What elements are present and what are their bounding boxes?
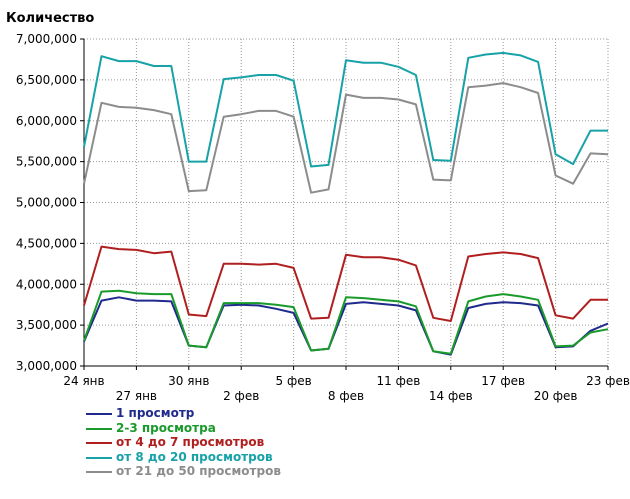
x-tick-label: 30 янв xyxy=(168,374,209,388)
x-tick-label: 27 янв xyxy=(116,389,157,403)
x-tick-label: 17 фев xyxy=(481,374,525,388)
legend-label: 2-3 просмотра xyxy=(116,420,216,435)
legend-swatch xyxy=(86,456,112,459)
series-line xyxy=(83,245,608,322)
legend-label: 1 просмотр xyxy=(116,406,195,420)
x-tick-label: 14 фев xyxy=(429,389,473,403)
y-axis-title: Количество xyxy=(6,11,94,26)
legend-item: от 4 до 7 просмотров xyxy=(86,435,486,450)
x-tick-label: 24 янв xyxy=(63,374,104,388)
grid xyxy=(84,38,609,366)
series-line xyxy=(83,289,609,355)
legend: 1 просмотр 2-3 просмотра от 4 до 7 просмот… xyxy=(86,406,486,479)
y-tick-label: 3,500,000 xyxy=(16,318,77,332)
legend-swatch xyxy=(86,471,112,473)
y-tick-label: 5,000,000 xyxy=(16,196,77,210)
y-tick-label: 6,000,000 xyxy=(16,114,77,128)
legend-item: 2-3 просмотра xyxy=(86,421,486,436)
series-line xyxy=(83,296,609,356)
y-tick-label: 4,000,000 xyxy=(16,277,77,291)
x-tick-label: 23 фев xyxy=(586,374,630,388)
y-tick-label: 7,000,000 xyxy=(16,32,77,46)
legend-label: от 4 до 7 просмотров xyxy=(116,435,265,449)
x-tick-label: 20 фев xyxy=(534,389,578,403)
series-lines xyxy=(83,51,609,356)
y-tick-label: 6,500,000 xyxy=(16,73,77,87)
legend-swatch xyxy=(86,442,112,444)
x-tick-label: 2 фев xyxy=(223,389,259,403)
y-tick-label: 5,500,000 xyxy=(16,155,77,169)
legend-swatch xyxy=(86,413,112,415)
series-line xyxy=(83,51,608,168)
legend-item: от 8 до 20 просмотров xyxy=(86,450,486,465)
axes xyxy=(80,38,609,370)
y-tick-label: 3,000,000 xyxy=(16,359,77,373)
legend-item: от 21 до 50 просмотров xyxy=(86,464,486,479)
legend-item: 1 просмотр xyxy=(86,406,486,421)
x-tick-label: 11 фев xyxy=(376,374,420,388)
legend-label: от 21 до 50 просмотров xyxy=(116,464,281,478)
legend-label: от 8 до 20 просмотров xyxy=(116,449,273,464)
x-tick-label: 8 фев xyxy=(328,389,364,403)
legend-swatch xyxy=(86,427,112,430)
series-line xyxy=(83,82,609,194)
y-tick-label: 4,500,000 xyxy=(16,236,77,250)
x-tick-label: 5 фев xyxy=(276,374,312,388)
axis-labels: 3,000,000 3,500,000 4,000,000 4,500,000 5,00… xyxy=(6,11,630,403)
